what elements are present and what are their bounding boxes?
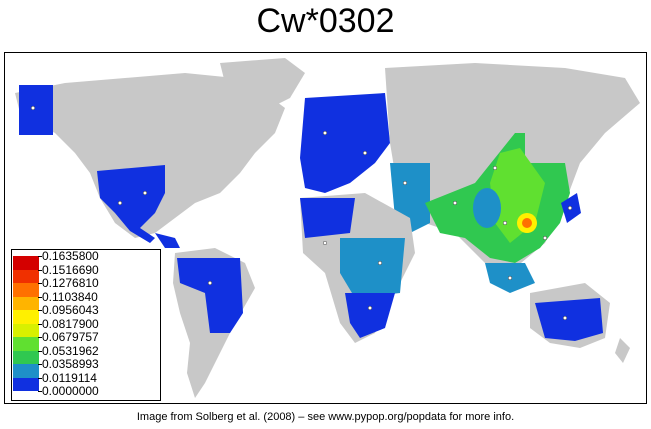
sample-point	[562, 315, 568, 321]
legend-tick	[38, 283, 42, 284]
legend-tick	[38, 256, 42, 257]
legend-row: 0.0358993	[12, 357, 162, 377]
legend-row: 0.1103840	[12, 290, 162, 310]
legend-tick	[38, 323, 42, 325]
legend-row: 0.0817900	[12, 317, 162, 337]
legend-label: 0.0817900	[42, 316, 99, 331]
region-australia	[535, 298, 603, 341]
sample-point	[542, 235, 548, 241]
sample-point	[452, 200, 458, 206]
region-peak-core	[522, 218, 532, 228]
sample-point	[402, 180, 408, 186]
sample-point	[507, 275, 513, 281]
legend-label: 0.0679757	[42, 330, 99, 344]
legend-row: 0.1276810	[12, 276, 162, 296]
sample-point	[377, 260, 383, 266]
sample-point	[362, 150, 368, 156]
legend-swatch	[13, 350, 39, 364]
legend-label: 0.0000000	[42, 384, 99, 398]
legend-row: 0.0531962	[12, 344, 162, 364]
legend-tick	[38, 364, 42, 365]
legend-label: 0.1103840	[42, 289, 98, 304]
region-south-america	[177, 258, 243, 333]
region-north-africa	[300, 198, 355, 238]
world-map-svg	[15, 58, 640, 398]
landmass-new-zealand	[615, 338, 630, 363]
legend-tick	[38, 391, 42, 392]
legend-row: 0.1635800	[12, 249, 162, 269]
region-alaska	[19, 85, 53, 135]
legend-swatch	[13, 269, 39, 283]
legend-row: 0.1516690	[12, 263, 162, 283]
sample-point	[492, 165, 498, 171]
legend-label: 0.0358993	[42, 357, 99, 371]
legend-tick	[38, 377, 42, 379]
region-central-africa	[340, 238, 405, 298]
legend-swatch	[13, 256, 39, 270]
legend-label: 0.1516690	[42, 262, 99, 277]
landmass-north-america	[15, 73, 285, 238]
sample-point	[567, 205, 573, 211]
legend-label: 0.0119114	[42, 370, 97, 385]
legend-row: 0.0119114	[12, 371, 162, 391]
region-usa-mexico	[97, 165, 165, 243]
map-title: Cw*0302	[256, 2, 395, 40]
sample-point	[502, 220, 508, 226]
sample-point	[367, 305, 373, 311]
legend: 0.1635800 0.1516690 0.1276810 0.1103840 0.09…	[11, 249, 161, 401]
sample-point	[322, 130, 328, 136]
legend-tick	[38, 296, 42, 298]
legend-swatch	[13, 377, 39, 391]
legend-tick	[38, 269, 42, 271]
legend-tick	[38, 310, 42, 311]
landmass-greenland	[220, 58, 305, 113]
legend-row: 0.0956043	[12, 303, 162, 323]
legend-swatch	[13, 337, 39, 351]
legend-swatch	[13, 323, 39, 337]
sample-point	[117, 200, 123, 206]
sample-point	[142, 190, 148, 196]
region-inner-blue	[473, 188, 501, 228]
sample-point	[207, 280, 213, 286]
world-map	[4, 52, 647, 404]
region-europe	[300, 93, 390, 193]
legend-tick	[38, 350, 42, 352]
region-central-america	[155, 233, 180, 248]
legend-label: 0.1635800	[42, 249, 99, 263]
legend-label: 0.0956043	[42, 303, 99, 317]
sample-point	[30, 105, 36, 111]
legend-label: 0.0531962	[42, 343, 99, 358]
legend-row: 0.0000000	[12, 384, 162, 404]
sample-point	[322, 240, 328, 246]
legend-swatch	[13, 310, 39, 324]
legend-tick	[38, 337, 42, 338]
sample-points	[30, 105, 573, 321]
legend-label: 0.1276810	[42, 276, 99, 290]
region-south-africa	[345, 293, 395, 338]
legend-swatch	[13, 364, 39, 378]
legend-swatch	[13, 296, 39, 310]
footer-credit: Image from Solberg et al. (2008) – see w…	[136, 411, 515, 423]
legend-row: 0.0679757	[12, 330, 162, 350]
legend-swatch	[13, 283, 39, 297]
